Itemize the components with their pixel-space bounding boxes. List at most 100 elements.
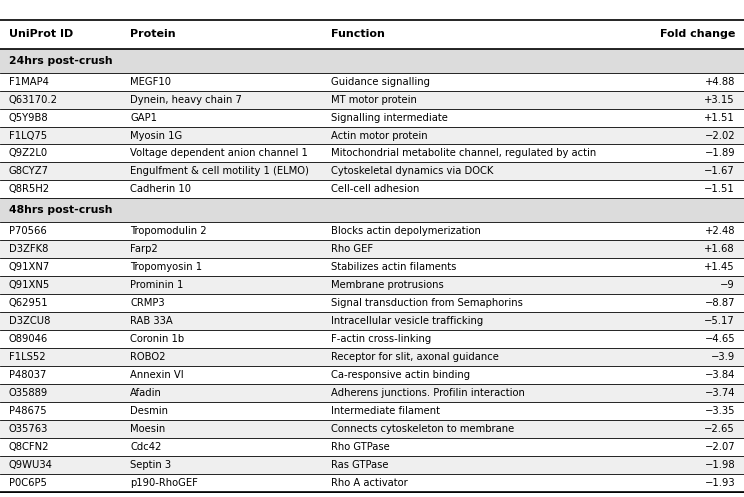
Text: Ras GTPase: Ras GTPase xyxy=(331,460,388,470)
Text: Cadherin 10: Cadherin 10 xyxy=(130,184,191,194)
Text: Intracellular vesicle trafficking: Intracellular vesicle trafficking xyxy=(331,316,484,326)
Text: −1.93: −1.93 xyxy=(705,478,735,488)
Text: Membrane protrusions: Membrane protrusions xyxy=(331,280,444,290)
Text: Q8R5H2: Q8R5H2 xyxy=(9,184,50,194)
Text: Tropomodulin 2: Tropomodulin 2 xyxy=(130,226,207,236)
Text: Ca-responsive actin binding: Ca-responsive actin binding xyxy=(331,370,470,380)
Text: Q91XN5: Q91XN5 xyxy=(9,280,50,290)
Text: Adherens junctions. Profilin interaction: Adherens junctions. Profilin interaction xyxy=(331,388,525,398)
Text: −1.98: −1.98 xyxy=(705,460,735,470)
Bar xyxy=(0,294,744,312)
Text: Fold change: Fold change xyxy=(660,29,735,39)
Text: D3ZCU8: D3ZCU8 xyxy=(9,316,51,326)
Text: Desmin: Desmin xyxy=(130,406,168,416)
Text: G8CYZ7: G8CYZ7 xyxy=(9,166,49,176)
Text: 24hrs post-crush: 24hrs post-crush xyxy=(9,56,112,66)
Text: Q8CFN2: Q8CFN2 xyxy=(9,442,49,452)
Bar xyxy=(0,402,744,420)
Bar xyxy=(0,330,744,348)
Text: −1.89: −1.89 xyxy=(705,149,735,159)
Text: Coronin 1b: Coronin 1b xyxy=(130,334,185,344)
Text: −1.67: −1.67 xyxy=(705,166,735,176)
Text: Protein: Protein xyxy=(130,29,176,39)
Text: Mitochondrial metabolite channel, regulated by actin: Mitochondrial metabolite channel, regula… xyxy=(331,149,597,159)
Text: −2.07: −2.07 xyxy=(705,442,735,452)
Bar xyxy=(0,312,744,330)
Text: +4.88: +4.88 xyxy=(705,77,735,86)
Text: Annexin VI: Annexin VI xyxy=(130,370,184,380)
Text: Q63170.2: Q63170.2 xyxy=(9,94,58,104)
Text: Prominin 1: Prominin 1 xyxy=(130,280,184,290)
Text: Rho GEF: Rho GEF xyxy=(331,244,373,254)
Bar xyxy=(0,180,744,198)
Bar xyxy=(0,90,744,108)
Text: Rho A activator: Rho A activator xyxy=(331,478,408,488)
Text: P48037: P48037 xyxy=(9,370,46,380)
Text: −2.65: −2.65 xyxy=(705,424,735,434)
Bar xyxy=(0,73,744,90)
Bar xyxy=(0,438,744,456)
Text: Tropomyosin 1: Tropomyosin 1 xyxy=(130,262,202,272)
Text: F1LS52: F1LS52 xyxy=(9,352,45,362)
Bar xyxy=(0,474,744,492)
Text: Rho GTPase: Rho GTPase xyxy=(331,442,390,452)
Text: Cell-cell adhesion: Cell-cell adhesion xyxy=(331,184,420,194)
Text: +1.45: +1.45 xyxy=(705,262,735,272)
Text: −5.17: −5.17 xyxy=(705,316,735,326)
Bar xyxy=(0,456,744,474)
Text: O89046: O89046 xyxy=(9,334,48,344)
Text: −3.84: −3.84 xyxy=(705,370,735,380)
Text: −9: −9 xyxy=(720,280,735,290)
Text: D3ZFK8: D3ZFK8 xyxy=(9,244,48,254)
Text: Q5Y9B8: Q5Y9B8 xyxy=(9,112,48,123)
Bar xyxy=(0,276,744,294)
Text: +1.68: +1.68 xyxy=(705,244,735,254)
Text: F1MAP4: F1MAP4 xyxy=(9,77,49,86)
Text: Cytoskeletal dynamics via DOCK: Cytoskeletal dynamics via DOCK xyxy=(331,166,493,176)
Bar xyxy=(0,20,744,49)
Bar xyxy=(0,198,744,222)
Text: P70566: P70566 xyxy=(9,226,47,236)
Text: +1.51: +1.51 xyxy=(705,112,735,123)
Text: Guidance signalling: Guidance signalling xyxy=(331,77,430,86)
Text: P48675: P48675 xyxy=(9,406,47,416)
Text: −1.51: −1.51 xyxy=(705,184,735,194)
Bar xyxy=(0,258,744,276)
Text: −3.35: −3.35 xyxy=(705,406,735,416)
Text: Signal transduction from Semaphorins: Signal transduction from Semaphorins xyxy=(331,298,523,308)
Text: O35763: O35763 xyxy=(9,424,48,434)
Text: +3.15: +3.15 xyxy=(705,94,735,104)
Bar xyxy=(0,384,744,402)
Text: Q91XN7: Q91XN7 xyxy=(9,262,50,272)
Text: GAP1: GAP1 xyxy=(130,112,157,123)
Text: CRMP3: CRMP3 xyxy=(130,298,165,308)
Text: Blocks actin depolymerization: Blocks actin depolymerization xyxy=(331,226,481,236)
Bar xyxy=(0,420,744,438)
Bar xyxy=(0,127,744,145)
Text: 48hrs post-crush: 48hrs post-crush xyxy=(9,205,112,215)
Bar xyxy=(0,222,744,240)
Bar xyxy=(0,145,744,163)
Text: Intermediate filament: Intermediate filament xyxy=(331,406,440,416)
Text: −4.65: −4.65 xyxy=(705,334,735,344)
Text: −3.9: −3.9 xyxy=(711,352,735,362)
Text: Cdc42: Cdc42 xyxy=(130,442,161,452)
Text: F1LQ75: F1LQ75 xyxy=(9,131,47,141)
Text: RAB 33A: RAB 33A xyxy=(130,316,173,326)
Text: Voltage dependent anion channel 1: Voltage dependent anion channel 1 xyxy=(130,149,308,159)
Text: Function: Function xyxy=(331,29,385,39)
Text: Q9WU34: Q9WU34 xyxy=(9,460,53,470)
Text: Dynein, heavy chain 7: Dynein, heavy chain 7 xyxy=(130,94,242,104)
Text: MEGF10: MEGF10 xyxy=(130,77,171,86)
Bar xyxy=(0,348,744,366)
Text: Farp2: Farp2 xyxy=(130,244,158,254)
Bar xyxy=(0,366,744,384)
Text: +2.48: +2.48 xyxy=(705,226,735,236)
Text: Afadin: Afadin xyxy=(130,388,162,398)
Text: F-actin cross-linking: F-actin cross-linking xyxy=(331,334,432,344)
Text: UniProt ID: UniProt ID xyxy=(9,29,73,39)
Text: Moesin: Moesin xyxy=(130,424,165,434)
Text: Q9Z2L0: Q9Z2L0 xyxy=(9,149,48,159)
Text: O35889: O35889 xyxy=(9,388,48,398)
Text: ROBO2: ROBO2 xyxy=(130,352,166,362)
